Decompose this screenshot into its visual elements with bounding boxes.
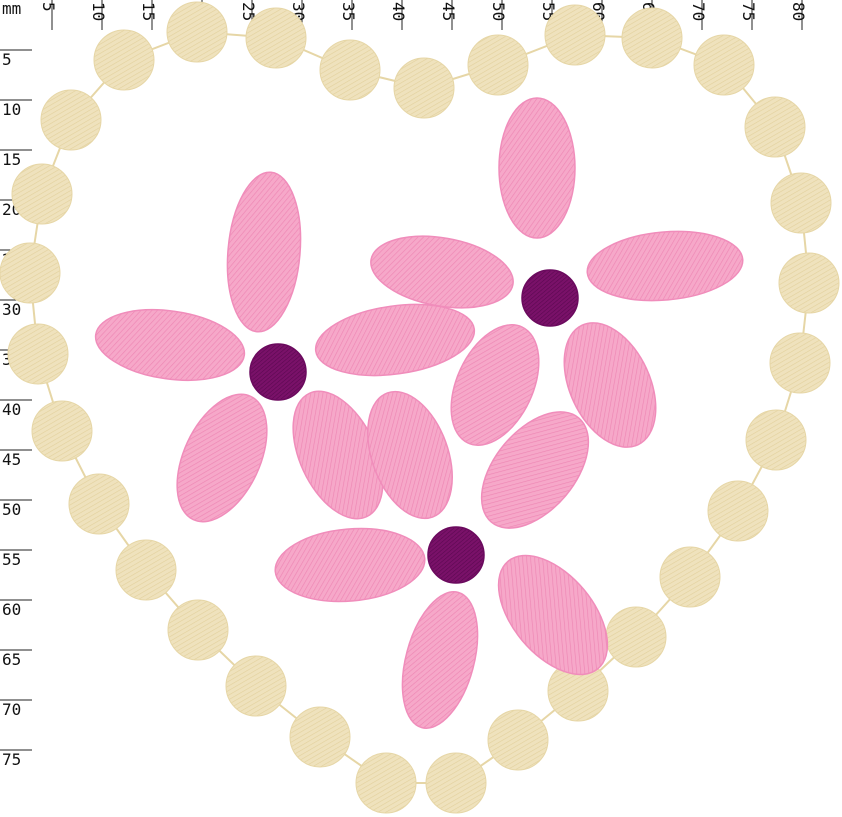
bead — [544, 4, 606, 66]
petal — [586, 230, 744, 302]
bead — [245, 7, 307, 69]
flower-center — [427, 526, 485, 584]
bead — [621, 7, 683, 69]
ruler-label: 30 — [2, 300, 21, 319]
bead — [0, 242, 61, 304]
bead — [319, 39, 381, 101]
ruler-label: 65 — [2, 650, 21, 669]
ruler-label: 50 — [2, 500, 21, 519]
bead — [744, 96, 806, 158]
bead — [40, 89, 102, 151]
bead — [778, 252, 840, 314]
bead — [745, 409, 807, 471]
bead — [225, 655, 287, 717]
petal — [367, 390, 453, 520]
bead — [11, 163, 73, 225]
bead — [289, 706, 351, 768]
bead — [355, 752, 417, 814]
bead — [770, 172, 832, 234]
flower-center — [521, 269, 579, 327]
bead — [31, 400, 93, 462]
ruler-label: 70 — [689, 2, 708, 21]
petal — [370, 235, 514, 309]
ruler-label: 70 — [2, 700, 21, 719]
bead — [167, 599, 229, 661]
ruler-label: 5 — [39, 2, 58, 12]
bead — [166, 1, 228, 63]
ruler-label: 5 — [2, 50, 12, 69]
ruler-label: 40 — [2, 400, 21, 419]
petal — [401, 591, 479, 729]
flower-center — [249, 343, 307, 401]
ruler-label: 60 — [2, 600, 21, 619]
bead — [659, 546, 721, 608]
ruler-label: 45 — [2, 450, 21, 469]
ruler-unit: mm — [2, 0, 21, 18]
ruler-label: 45 — [439, 2, 458, 21]
bead — [769, 332, 831, 394]
bead — [487, 709, 549, 771]
bead — [68, 473, 130, 535]
ruler-label: 75 — [739, 2, 758, 21]
ruler-label: 15 — [2, 150, 21, 169]
bead — [425, 752, 487, 814]
ruler-label: 80 — [789, 2, 808, 21]
flower — [274, 390, 609, 729]
petal — [498, 97, 576, 239]
ruler-label: 25 — [239, 2, 258, 21]
ruler-label: 50 — [489, 2, 508, 21]
ruler-label: 15 — [139, 2, 158, 21]
petal — [480, 411, 590, 529]
ruler-label: 10 — [2, 100, 21, 119]
petal — [563, 322, 657, 448]
bead — [693, 34, 755, 96]
petal — [450, 324, 540, 446]
ruler-label: 10 — [89, 2, 108, 21]
flower — [370, 97, 744, 448]
ruler-label: 40 — [389, 2, 408, 21]
bead — [605, 606, 667, 668]
petal — [176, 393, 268, 523]
bead — [93, 29, 155, 91]
ruler-label: 55 — [2, 550, 21, 569]
ruler-label: 75 — [2, 750, 21, 769]
bead — [467, 34, 529, 96]
petal — [274, 527, 426, 603]
petal — [497, 554, 609, 676]
bead — [7, 323, 69, 385]
bead — [115, 539, 177, 601]
rulers: mm 5101520253035404550556065707580510152… — [0, 0, 808, 769]
bead — [393, 57, 455, 119]
petal — [226, 171, 302, 333]
ruler-label: 35 — [339, 2, 358, 21]
flower — [94, 171, 476, 523]
flowers — [94, 97, 744, 729]
petal — [314, 303, 476, 377]
petal — [94, 309, 246, 381]
bead — [707, 480, 769, 542]
